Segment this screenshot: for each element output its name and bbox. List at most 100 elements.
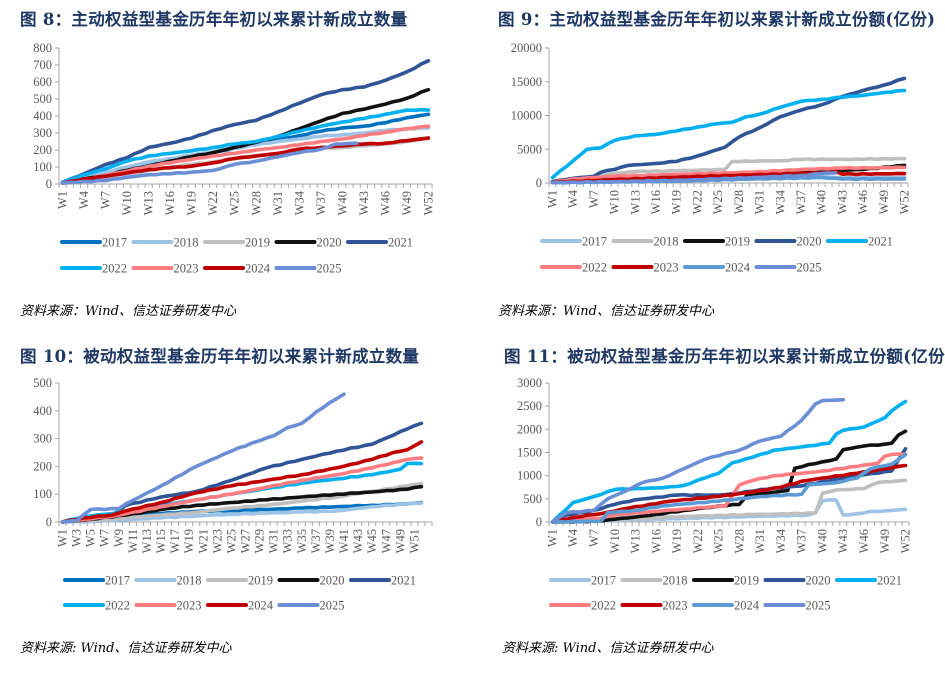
legend-label-2017: 2017 — [105, 574, 130, 588]
figure-11-chart: 0 500 1000 1500 2000 2500 3000 W1 W4 W7 W10 W13 W16 W… — [517, 376, 913, 613]
x-tick-label: W1 — [545, 190, 559, 208]
x-tick-label: W21 — [196, 529, 210, 553]
figure-9-source: 资料来源：Wind、信达证券研发中心 — [498, 304, 714, 319]
legend-label-2024: 2024 — [248, 599, 274, 613]
x-tick-label: W45 — [365, 529, 379, 553]
legend-label-2020: 2020 — [320, 574, 345, 588]
x-tick-label: W52 — [899, 529, 913, 553]
y-tick-label: 600 — [33, 75, 52, 89]
y-tick-label: 500 — [33, 376, 52, 390]
y-tick-label: 200 — [33, 459, 52, 473]
x-tick-label: W31 — [271, 191, 285, 215]
x-tick-label: W46 — [856, 190, 870, 214]
legend-label-2025: 2025 — [320, 599, 345, 613]
legend-label-2019: 2019 — [734, 574, 759, 588]
series-line-2023 — [550, 169, 907, 185]
x-tick-label: W25 — [228, 191, 242, 215]
legend-label-2019: 2019 — [248, 574, 273, 588]
figure-10-panel: 图 10：被动权益型基金历年年初以来累计新成立数量 0 100 200 300 400 5… — [0, 337, 472, 677]
x-tick-label: W10 — [120, 191, 134, 215]
x-tick-label: W37 — [795, 529, 809, 553]
legend-label-2023: 2023 — [663, 599, 688, 613]
x-tick-label: W46 — [857, 529, 871, 553]
x-tick-label: W17 — [168, 529, 182, 553]
y-tick-label: 300 — [33, 432, 52, 446]
x-tick-label: W31 — [753, 190, 767, 214]
x-tick-label: W27 — [239, 529, 253, 553]
figure-10-title: 图 10：被动权益型基金历年年初以来累计新成立数量 — [20, 347, 420, 366]
x-tick-label: W1 — [56, 529, 70, 547]
figure-8-chart: 0 100 200 300 400 500 600 700 800 W1 W4 W7 W10 W13 W16… — [33, 41, 435, 276]
x-tick-label: W28 — [732, 190, 746, 214]
y-tick-label: 100 — [33, 160, 52, 174]
x-tick-label: W47 — [379, 529, 393, 553]
figure-8-title: 图 8：主动权益型基金历年年初以来累计新成立数量 — [20, 10, 408, 29]
legend-label-2024: 2024 — [734, 599, 760, 613]
y-tick-label: 5000 — [517, 142, 542, 156]
x-tick-label: W43 — [836, 529, 850, 553]
figure-9-chart: 0 5000 10000 15000 20000 W1 W4 W7 W10 W13 W16 W19 W2… — [511, 41, 912, 275]
series-line-2022 — [550, 165, 907, 185]
x-tick-label: W22 — [206, 191, 220, 215]
x-tick-label: W29 — [253, 529, 267, 553]
x-tick-label: W41 — [337, 529, 351, 553]
x-tick-label: W10 — [608, 190, 622, 214]
x-tick-label: W19 — [185, 191, 199, 215]
y-tick-label: 400 — [33, 404, 52, 418]
x-tick-label: W25 — [712, 529, 726, 553]
x-tick-label: W43 — [357, 191, 371, 215]
legend-label-2017: 2017 — [582, 235, 607, 249]
x-tick-label: W5 — [84, 529, 98, 547]
x-tick-label: W19 — [670, 190, 684, 214]
x-tick-label: W49 — [878, 529, 892, 553]
y-tick-label: 0 — [46, 515, 52, 529]
x-tick-label: W7 — [98, 529, 112, 547]
x-tick-label: W40 — [815, 529, 829, 553]
y-tick-label: 400 — [33, 109, 52, 123]
legend-label-2021: 2021 — [391, 574, 416, 588]
legend-label-2024: 2024 — [245, 262, 271, 276]
series-line-2018 — [60, 501, 424, 524]
legend-label-2021: 2021 — [388, 236, 413, 250]
y-tick-label: 300 — [33, 126, 52, 140]
x-tick-label: W15 — [154, 529, 168, 553]
series-line-2024 — [60, 440, 424, 524]
x-tick-label: W28 — [732, 529, 746, 553]
y-tick-label: 15000 — [511, 75, 542, 89]
x-tick-label: W11 — [126, 529, 140, 553]
series-line-2022 — [60, 107, 431, 185]
legend-label-2022: 2022 — [102, 262, 127, 276]
series-line-2024 — [550, 453, 908, 524]
series-line-2018 — [550, 156, 907, 184]
x-tick-label: W43 — [835, 190, 849, 214]
x-tick-label: W13 — [140, 529, 154, 553]
x-tick-label: W34 — [292, 190, 306, 215]
y-tick-label: 500 — [523, 492, 542, 506]
x-tick-label: W31 — [267, 529, 281, 553]
x-tick-label: W9 — [112, 529, 126, 547]
x-tick-label: W13 — [628, 190, 642, 214]
legend-label-2020: 2020 — [797, 235, 822, 249]
legend-label-2019: 2019 — [245, 236, 270, 250]
legend-label-2018: 2018 — [654, 235, 679, 249]
legend-label-2024: 2024 — [725, 261, 751, 275]
x-tick-label: W52 — [421, 191, 435, 215]
y-tick-label: 100 — [33, 487, 52, 501]
x-tick-label: W25 — [711, 190, 725, 214]
x-tick-label: W39 — [323, 529, 337, 553]
series-line-2025 — [550, 397, 846, 524]
y-tick-label: 0 — [536, 176, 542, 190]
x-tick-label: W1 — [56, 191, 70, 209]
x-tick-label: W19 — [182, 529, 196, 553]
figure-11-panel: 图 11：被动权益型基金历年年初以来累计新成立份额(亿份) 0 500 1000 15… — [472, 337, 945, 677]
legend-label-2023: 2023 — [177, 599, 202, 613]
legend-label-2022: 2022 — [582, 261, 607, 275]
figure-8-source: 资料来源：Wind、信达证券研发中心 — [20, 304, 236, 319]
x-tick-label: W3 — [70, 529, 84, 547]
x-tick-label: W22 — [691, 529, 705, 553]
x-tick-label: W40 — [335, 191, 349, 215]
series-line-2025 — [550, 171, 838, 185]
x-tick-label: W37 — [309, 529, 323, 553]
y-tick-label: 2000 — [517, 422, 542, 436]
y-tick-label: 500 — [33, 92, 52, 106]
